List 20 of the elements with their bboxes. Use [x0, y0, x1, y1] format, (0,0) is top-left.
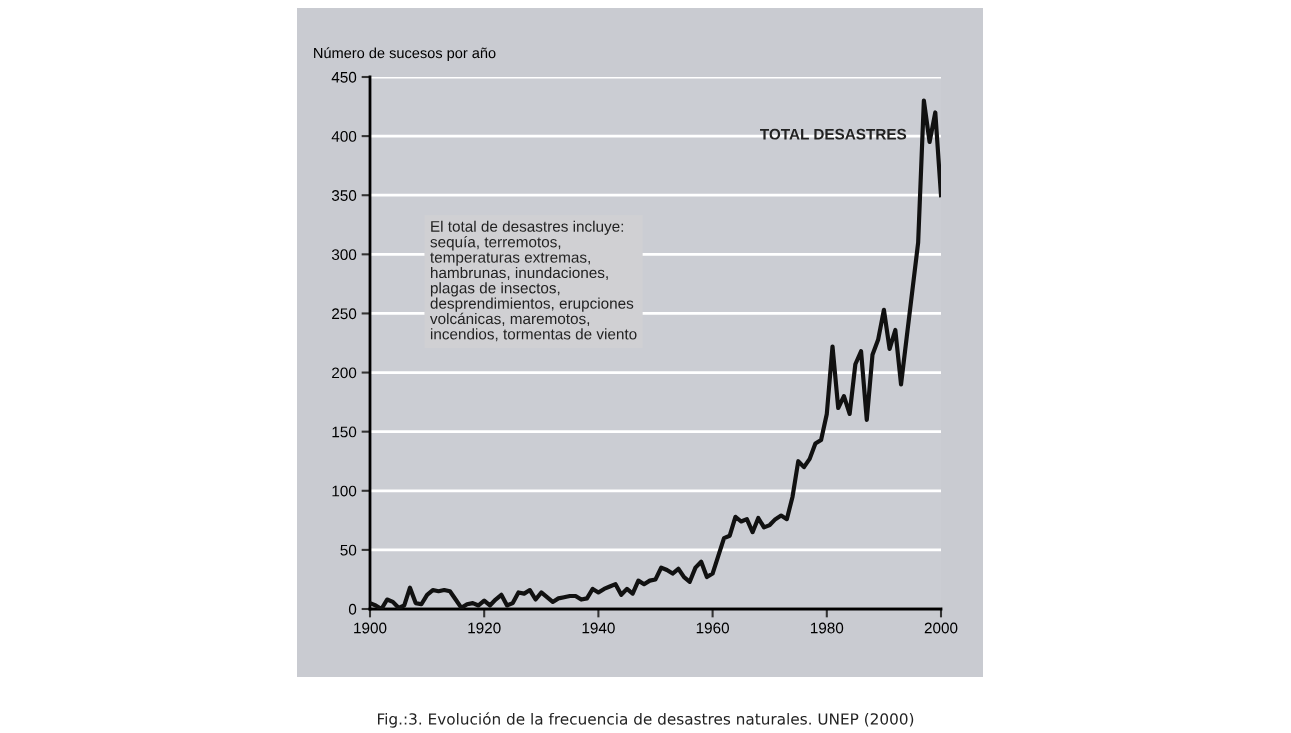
- x-tick-label: 1940: [582, 622, 615, 634]
- y-tick-label: 200: [332, 367, 357, 379]
- y-tick-label: 300: [331, 249, 357, 261]
- y-tick-label: 50: [340, 544, 357, 556]
- y-tick-label: 100: [332, 485, 357, 497]
- y-tick-label: 150: [332, 426, 357, 438]
- x-tick-label: 1960: [696, 622, 729, 634]
- x-tick-label: 2000: [924, 622, 958, 634]
- y-axis-title: Número de sucesos por año: [314, 47, 496, 62]
- y-tick-label: 450: [331, 71, 357, 83]
- x-tick-label: 1900: [354, 622, 387, 634]
- y-tick-label: 350: [331, 190, 357, 201]
- annotation: TOTAL DESASTRES: [760, 128, 907, 140]
- annotation: El total de desastres incluye: sequía, terremotos, temperaturas extremas, hambrunas, inundaciones, plagas de insectos, desprendimientos, erupciones volcánicas, maremotos, incendios, tormentas de viento: [430, 220, 637, 342]
- y-tick-label: 0: [348, 603, 357, 615]
- y-tick-label: 400: [331, 130, 357, 142]
- y-tick-label: 250: [332, 308, 357, 320]
- text: Fig.:3. Evolución de la frecuencia de desastres naturales. UNEP (2000): [378, 712, 914, 728]
- x-tick-label: 1980: [810, 622, 844, 634]
- x-tick-label: 1920: [468, 622, 501, 634]
